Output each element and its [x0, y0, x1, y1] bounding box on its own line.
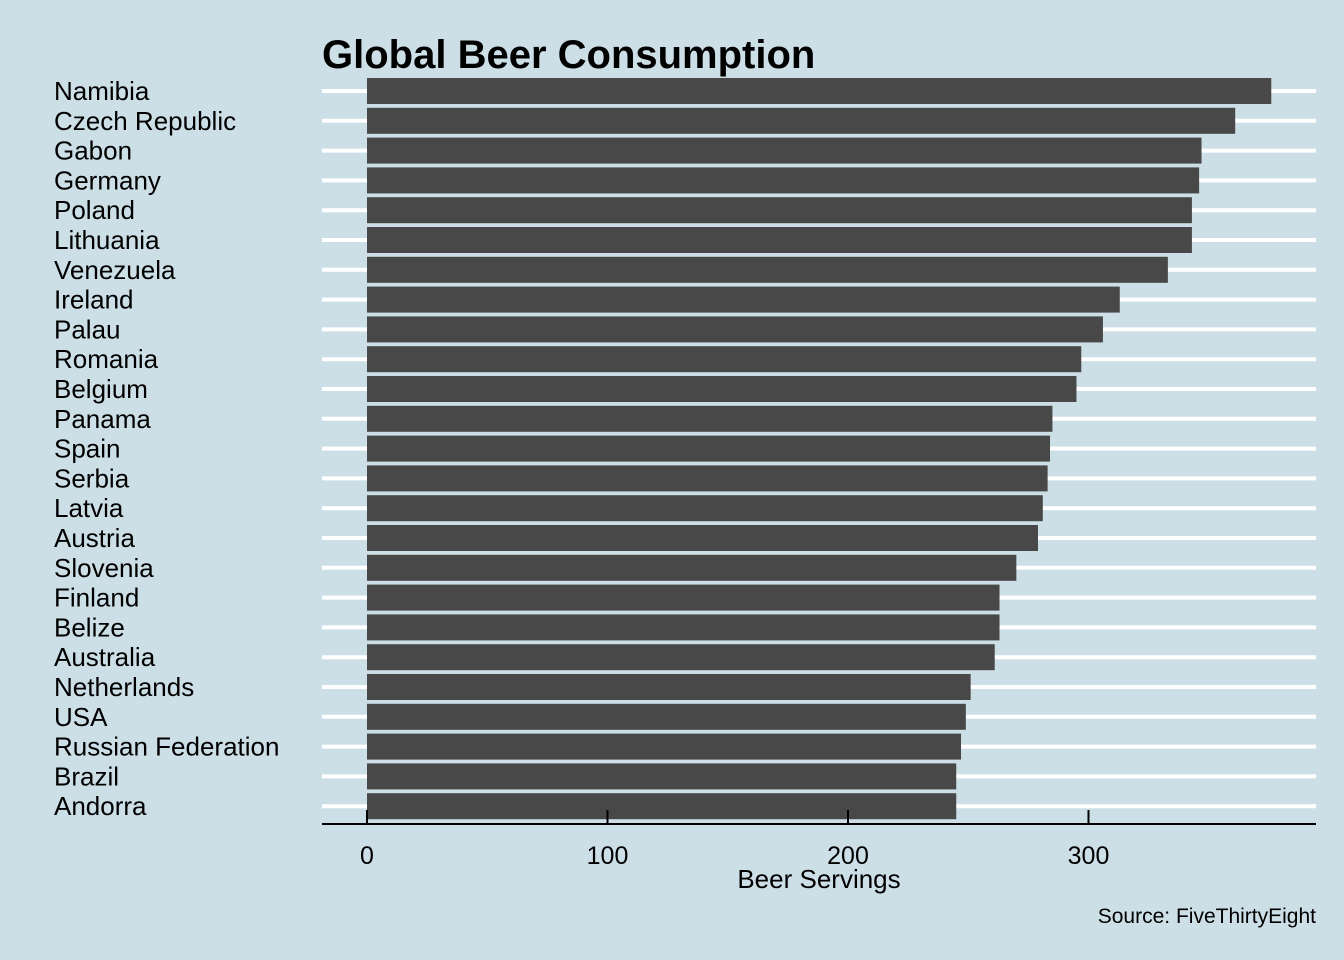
category-label: USA [54, 702, 108, 732]
x-tick-label: 300 [1068, 842, 1110, 870]
category-label: Austria [54, 523, 135, 553]
category-label: Gabon [54, 136, 132, 166]
category-label: Russian Federation [54, 732, 279, 762]
category-label: Belgium [54, 374, 148, 404]
bar-ireland [367, 286, 1120, 313]
bar-romania [367, 346, 1082, 373]
bar-netherlands [367, 674, 971, 700]
category-label: Andorra [54, 791, 147, 821]
category-label: Netherlands [54, 672, 194, 702]
bar-russian-federation [367, 733, 962, 760]
x-axis-ticks: 0 100 200 300 [360, 810, 1109, 870]
bar-namibia [367, 78, 1272, 104]
bar-slovenia [367, 554, 1017, 581]
category-label: Spain [54, 434, 121, 464]
bar-austria [367, 525, 1038, 551]
category-label: Australia [54, 642, 156, 672]
bar-lithuania [367, 227, 1192, 253]
x-tick-label: 200 [827, 842, 869, 870]
category-label: Venezuela [54, 255, 176, 285]
bar-venezuela [367, 256, 1168, 283]
category-label: Czech Republic [54, 106, 236, 136]
category-label: Belize [54, 612, 125, 642]
x-tick-label: 0 [360, 842, 374, 870]
category-label: Lithuania [54, 225, 160, 255]
bar-serbia [367, 465, 1048, 492]
bar-finland [367, 584, 1000, 611]
category-label: Germany [54, 165, 161, 195]
chart-title: Global Beer Consumption [322, 33, 815, 77]
bar-andorra [367, 793, 957, 820]
category-label: Panama [54, 404, 151, 434]
category-label: Palau [54, 314, 121, 344]
bar-belize [367, 614, 1000, 641]
bar-gabon [367, 137, 1202, 164]
bar-usa [367, 703, 966, 730]
bar-palau [367, 316, 1103, 343]
bar-latvia [367, 495, 1043, 522]
x-tick-label: 100 [587, 842, 629, 870]
category-label: Slovenia [54, 553, 154, 583]
category-label: Brazil [54, 761, 119, 791]
category-label: Namibia [54, 76, 150, 106]
bar-belgium [367, 376, 1077, 402]
x-axis-title: Beer Servings [737, 864, 900, 894]
bar-czech-republic [367, 107, 1236, 134]
bar-australia [367, 644, 995, 671]
category-label: Poland [54, 195, 135, 225]
bar-panama [367, 405, 1053, 432]
category-label: Ireland [54, 285, 134, 315]
bar-germany [367, 167, 1200, 194]
category-label: Serbia [54, 463, 130, 493]
bar-poland [367, 197, 1192, 224]
bars [367, 78, 1272, 820]
category-label: Romania [54, 344, 159, 374]
category-label: Finland [54, 583, 139, 613]
bar-brazil [367, 763, 957, 790]
category-label: Latvia [54, 493, 124, 523]
source-caption: Source: FiveThirtyEight [1098, 905, 1316, 928]
bar-spain [367, 435, 1051, 462]
